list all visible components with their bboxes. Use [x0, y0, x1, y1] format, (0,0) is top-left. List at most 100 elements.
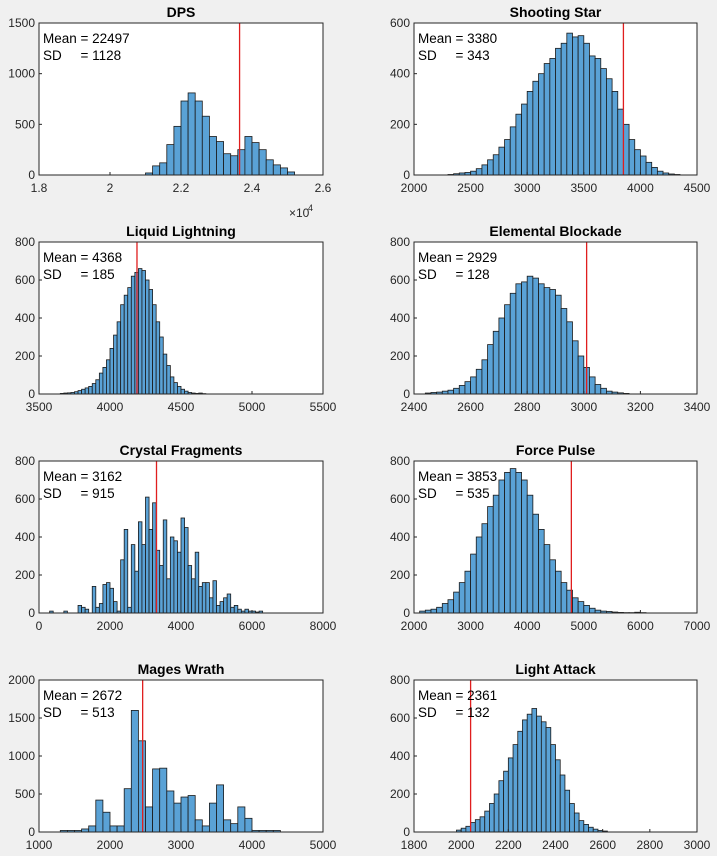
histogram-bar — [152, 502, 157, 614]
histogram-bar — [583, 42, 590, 176]
histogram-bar — [521, 103, 528, 176]
histogram-bar — [244, 817, 253, 833]
histogram-bar — [106, 359, 111, 395]
x-tick-label: 6000 — [239, 619, 266, 633]
y-tick-label: 200 — [390, 568, 410, 582]
histogram-bar — [470, 553, 477, 614]
x-tick-label: 3200 — [627, 400, 654, 414]
sd-annotation: SD = 513 — [43, 705, 115, 720]
x-tick-label: 2.4 — [244, 181, 261, 195]
histogram-bar — [430, 608, 438, 614]
y-tick-label: 2000 — [8, 673, 35, 687]
x-tick-label: 3000 — [168, 838, 195, 852]
histogram-bar — [623, 123, 630, 176]
histogram-bar — [560, 582, 568, 614]
x-tick-label: 1000 — [26, 838, 53, 852]
histogram-bar — [628, 139, 636, 176]
histogram-bar — [91, 383, 97, 395]
y-tick-label: 200 — [15, 568, 35, 582]
histogram-bar — [166, 790, 175, 833]
histogram-bar — [453, 387, 460, 395]
histogram-bar — [492, 494, 500, 614]
histogram-bar — [589, 376, 596, 395]
mean-annotation: Mean = 3380 — [418, 31, 497, 46]
histogram-panel: 1800 2000 2200 2400 2600 2800 3000 0 200 400 600 80… — [390, 661, 711, 852]
x-tick-label: 2800 — [636, 838, 663, 852]
y-tick-label: 1000 — [8, 67, 35, 81]
histogram-panel: 1000 2000 3000 4000 5000 0 500 1000 1500 2000 Mage… — [8, 661, 336, 852]
histogram-bar — [141, 270, 146, 395]
histogram-bar — [223, 819, 232, 833]
y-tick-label: 400 — [15, 530, 35, 544]
histogram-bar — [155, 321, 161, 395]
histogram-bar — [594, 384, 602, 395]
histogram-bar — [504, 139, 511, 176]
x-tick-label: 3000 — [684, 838, 711, 852]
histogram-bar — [177, 385, 182, 395]
histogram-bar — [555, 47, 562, 176]
x-tick-label: 3000 — [514, 181, 541, 195]
histogram-bar — [120, 559, 125, 614]
x-tick-label: 2400 — [401, 400, 428, 414]
histogram-bar — [127, 287, 132, 395]
histogram-bar — [555, 294, 562, 395]
histogram-bar — [159, 767, 168, 833]
histogram-bar — [272, 164, 281, 176]
histogram-bar — [475, 368, 483, 395]
histogram-bar — [441, 603, 449, 614]
histogram-bar — [515, 283, 522, 395]
y-tick-label: 600 — [390, 273, 410, 287]
histogram-bar — [120, 304, 125, 395]
y-tick-label: 1500 — [8, 711, 35, 725]
y-tick-label: 0 — [403, 387, 410, 401]
histogram-bar — [141, 544, 146, 614]
histogram-bar — [498, 317, 505, 395]
histogram-bar — [512, 744, 519, 833]
plot-area — [39, 242, 323, 394]
histogram-bar — [88, 385, 93, 395]
histogram-bar — [208, 802, 217, 833]
histogram-bar — [173, 382, 178, 395]
histogram-panel: 2000 2500 3000 3500 4000 4500 0 200 400 600 Shooti… — [390, 4, 711, 195]
histogram-bar — [230, 155, 239, 176]
x-tick-label: 4500 — [684, 181, 711, 195]
histogram-bar — [148, 529, 154, 614]
sd-annotation: SD = 185 — [43, 267, 115, 282]
histogram-bar — [634, 149, 641, 176]
histogram-bar — [77, 390, 83, 395]
y-tick-label: 800 — [15, 235, 35, 249]
histogram-bar — [549, 289, 556, 395]
histogram-bar — [123, 788, 132, 833]
histogram-bar — [589, 55, 596, 176]
histogram-bar — [244, 608, 249, 614]
histogram-bar — [177, 551, 182, 614]
histogram-bar — [458, 385, 466, 395]
histogram-panel: 3500 4000 4500 5000 5500 0 200 400 600 800 Liquid … — [15, 223, 337, 414]
histogram-bar — [109, 587, 114, 614]
x-tick-label: 2.2 — [173, 181, 190, 195]
mean-annotation: Mean = 2361 — [418, 688, 497, 703]
histogram-bar — [578, 820, 585, 833]
histogram-bar — [470, 170, 477, 176]
x-tick-label: 5000 — [310, 838, 337, 852]
histogram-bar — [173, 540, 178, 614]
histogram-bar — [509, 468, 517, 614]
mean-annotation: Mean = 3853 — [418, 469, 497, 484]
histogram-bar — [504, 304, 511, 395]
chart-title: Mages Wrath — [138, 661, 225, 677]
histogram-bar — [173, 125, 182, 176]
histogram-bar — [106, 582, 111, 614]
histogram-bar — [166, 578, 171, 614]
y-tick-label: 0 — [28, 825, 35, 839]
histogram-bar — [130, 275, 136, 395]
histogram-bar — [116, 321, 122, 395]
x-exponent-label: ×10 — [289, 206, 310, 220]
histogram-bar — [521, 479, 528, 614]
histogram-bar — [194, 100, 203, 176]
y-tick-label: 800 — [15, 454, 35, 468]
x-tick-label: 4000 — [239, 838, 266, 852]
histogram-bar — [98, 372, 104, 395]
histogram-bar — [526, 91, 534, 176]
histogram-bar — [465, 825, 471, 833]
x-tick-label: 3000 — [457, 619, 484, 633]
